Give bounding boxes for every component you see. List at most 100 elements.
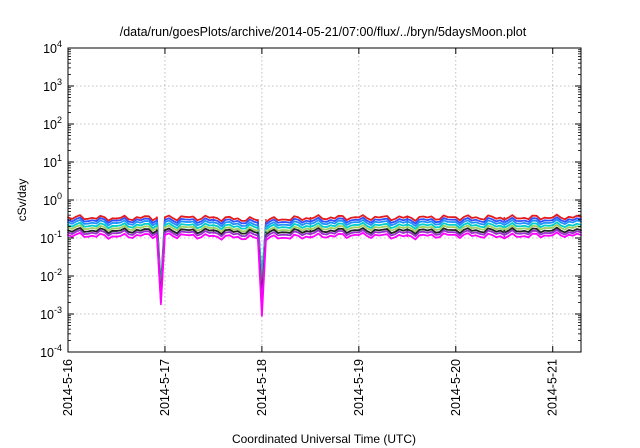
data-point (156, 229, 158, 232)
data-point (156, 219, 158, 221)
data-point (357, 224, 360, 226)
data-series-line (67, 221, 582, 294)
data-point (309, 227, 312, 230)
data-point (156, 234, 158, 236)
data-point (503, 216, 506, 219)
data-point (454, 226, 457, 229)
data-series-line (67, 213, 582, 289)
y-tick-label: 101 (43, 153, 62, 170)
data-point (454, 216, 457, 219)
data-point (257, 237, 259, 239)
data-point (406, 222, 409, 224)
data-point (115, 227, 118, 230)
data-point (309, 235, 312, 238)
data-series-line (67, 218, 582, 292)
y-tick-label: 10-2 (40, 267, 62, 284)
data-point (261, 314, 263, 317)
y-tick-label: 10-3 (40, 305, 62, 322)
data-point (309, 216, 312, 219)
data-point (164, 231, 166, 234)
data-point (212, 227, 215, 230)
data-point (115, 229, 118, 232)
data-point (265, 219, 267, 221)
data-point (551, 234, 554, 236)
data-point (257, 224, 259, 226)
data-point (257, 219, 259, 221)
x-tick-label: 2014-5-16 (61, 359, 75, 416)
data-point (164, 229, 166, 232)
y-tick-label: 10-4 (40, 343, 62, 360)
x-tick-labels: 2014-5-16 2014-5-17 2014-5-18 2014-5-19 2014… (61, 359, 560, 416)
data-series-line (67, 231, 582, 317)
data-point (257, 226, 259, 229)
data-point (156, 216, 158, 219)
data-point (357, 216, 360, 219)
x-tick-label: 2014-5-20 (449, 359, 463, 416)
data-point (503, 229, 506, 232)
axes-layer (67, 47, 582, 353)
data-point (265, 229, 267, 232)
data-point (212, 232, 215, 234)
data-point (309, 229, 312, 232)
data-point (257, 231, 259, 234)
data-point (164, 226, 166, 229)
data-point (164, 234, 166, 236)
data-point (212, 235, 215, 238)
data-point (503, 235, 506, 238)
data-point (551, 224, 554, 226)
data-point (265, 224, 267, 226)
y-tick-labels: 10-4 10-3 10-2 10-1 100 101 102 103 104 (40, 39, 62, 360)
x-tick-label: 2014-5-17 (158, 359, 172, 416)
data-point (454, 229, 457, 232)
data-point (265, 226, 267, 229)
data-point (454, 224, 457, 226)
data-point (357, 234, 360, 236)
data-point (164, 219, 166, 221)
data-point (115, 224, 118, 227)
data-series-line (67, 226, 582, 299)
data-point (265, 237, 267, 239)
data-point (503, 224, 506, 227)
x-tick-label: 2014-5-18 (255, 359, 269, 416)
data-point (265, 234, 267, 236)
data-point (357, 226, 360, 229)
data-series-line (67, 228, 582, 306)
x-axis-label: Coordinated Universal Time (UTC) (232, 432, 416, 446)
data-point (454, 234, 457, 236)
data-point (115, 219, 118, 222)
data-point (551, 221, 554, 224)
data-point (212, 216, 215, 219)
data-point (551, 216, 554, 219)
chart-title: /data/run/goesPlots/archive/2014-05-21/0… (120, 25, 527, 39)
data-point (406, 232, 409, 234)
data-point (454, 231, 457, 234)
data-point (454, 219, 457, 221)
data-point (115, 232, 118, 234)
data-point (357, 221, 360, 224)
data-point (164, 224, 166, 226)
data-point (257, 234, 259, 236)
y-tick-label: 103 (43, 77, 62, 94)
data-point (309, 222, 312, 224)
data-point (503, 227, 506, 230)
y-tick-label: 102 (43, 115, 62, 132)
data-point (309, 219, 312, 222)
data-point (156, 224, 158, 226)
data-series-line (67, 223, 582, 296)
data-point (212, 222, 215, 224)
data-point (357, 229, 360, 232)
data-point (503, 232, 506, 234)
y-tick-label: 100 (43, 191, 62, 208)
data-point (357, 219, 360, 221)
data-point (257, 229, 259, 232)
data-point (164, 221, 166, 224)
data-point (265, 221, 267, 224)
x-tick-label: 2014-5-21 (546, 359, 560, 416)
y-tick-label: 10-1 (40, 229, 62, 246)
data-point (551, 229, 554, 232)
data-point (503, 219, 506, 222)
data-point (257, 221, 259, 224)
data-point (156, 226, 158, 229)
data-point (309, 232, 312, 234)
